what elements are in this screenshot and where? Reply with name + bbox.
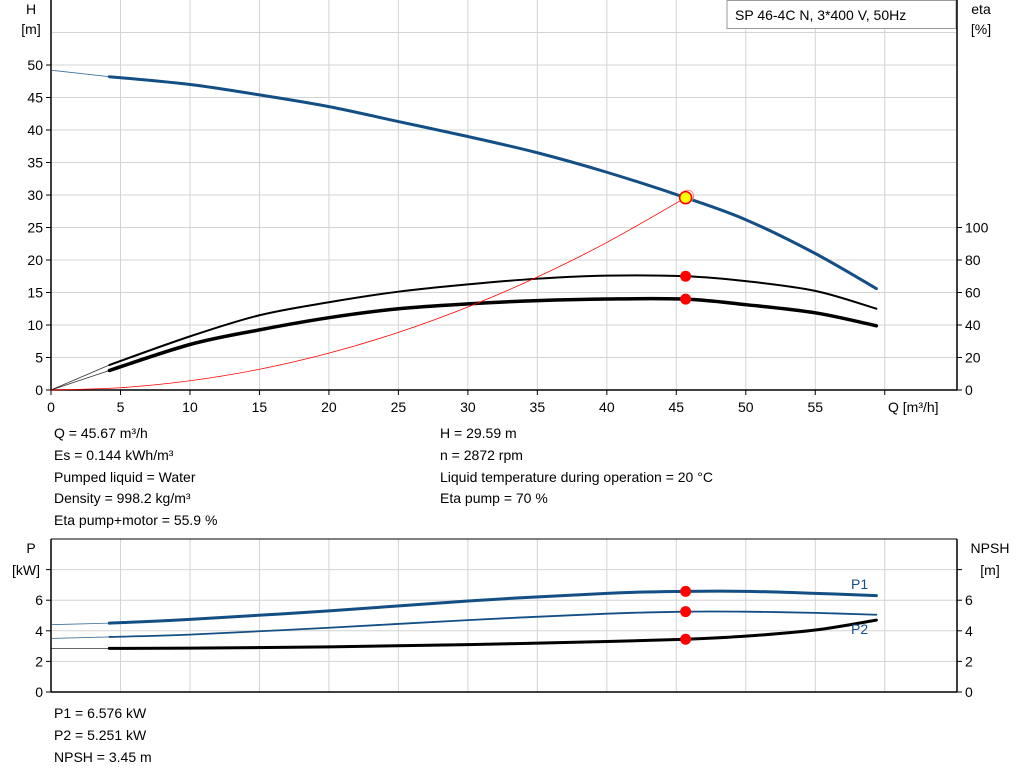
y2-tick-label: 0 <box>965 684 973 700</box>
y2-tick-label: 6 <box>965 592 973 608</box>
info-p2: P2 = 5.251 kW <box>54 727 147 743</box>
curve-eta_pump <box>108 274 878 366</box>
x-tick-label: 10 <box>182 399 198 415</box>
x-tick-label: 5 <box>117 399 125 415</box>
p1-curve-label: P1 <box>851 576 868 592</box>
y-tick-label: 40 <box>27 122 43 138</box>
duty-point-eta-pump <box>680 270 692 282</box>
curve-H-extrapolated <box>50 69 110 78</box>
curve-NPSH <box>107 618 878 650</box>
duty-info-right: H = 29.59 m n = 2872 rpm Liquid temperat… <box>440 425 713 506</box>
y2-tick-label: 40 <box>965 317 981 333</box>
duty-info-bottom: P1 = 6.576 kW P2 = 5.251 kW NPSH = 3.45 … <box>54 705 152 765</box>
q-axis-label: Q [m³/h] <box>888 399 939 415</box>
npsh-axis-label: NPSH <box>971 540 1010 556</box>
info-h: H = 29.59 m <box>440 425 517 441</box>
y2-tick-label: 60 <box>965 285 981 301</box>
head-chart-curves <box>50 69 879 391</box>
h-axis-label: H <box>26 1 36 17</box>
y-tick-label: 2 <box>35 653 43 669</box>
info-npsh: NPSH = 3.45 m <box>54 749 152 765</box>
y-tick-label: 35 <box>27 155 43 171</box>
eta-axis-label: eta <box>971 1 991 17</box>
duty-info-left: Q = 45.67 m³/h Es = 0.144 kWh/m³ Pumped … <box>54 425 217 528</box>
duty-point-eta-pump-motor <box>680 293 692 305</box>
y2-tick-label: 20 <box>965 350 981 366</box>
y-tick-label: 50 <box>27 57 43 73</box>
pump-title-box <box>726 0 957 29</box>
p-axis-label: P <box>26 540 35 556</box>
curve-P1-extrapolated <box>50 622 110 626</box>
power-chart-grid <box>51 539 957 692</box>
info-es: Es = 0.144 kWh/m³ <box>54 447 174 463</box>
y-tick-label: 0 <box>35 382 43 398</box>
y-tick-label: 25 <box>27 220 43 236</box>
y-tick-label: 5 <box>35 350 43 366</box>
y2-tick-label: 100 <box>965 220 989 236</box>
curve-P2 <box>108 610 878 638</box>
duty-point-p2 <box>680 606 692 618</box>
info-n: n = 2872 rpm <box>440 447 523 463</box>
curve-P2-extrapolated <box>50 636 110 639</box>
curve-system_curve <box>50 197 687 391</box>
x-tick-label: 45 <box>669 399 685 415</box>
pump-title: SP 46-4C N, 3*400 V, 50Hz <box>735 7 906 23</box>
x-tick-label: 50 <box>738 399 754 415</box>
eta-axis-unit: [%] <box>971 21 991 37</box>
npsh-axis-unit: [m] <box>980 562 999 578</box>
x-tick-label: 20 <box>321 399 337 415</box>
info-eta-pump-motor: Eta pump+motor = 55.9 % <box>54 512 217 528</box>
power-chart-curves <box>50 585 878 650</box>
info-temperature: Liquid temperature during operation = 20… <box>440 469 713 485</box>
head-chart-grid <box>51 0 957 390</box>
y2-tick-label: 80 <box>965 252 981 268</box>
y-tick-label: 45 <box>27 90 43 106</box>
y-tick-label: 30 <box>27 187 43 203</box>
curve-eta_pump_motor <box>107 296 879 373</box>
p2-curve-label: P2 <box>851 621 868 637</box>
y2-tick-label: 2 <box>965 653 973 669</box>
y-tick-label: 6 <box>35 592 43 608</box>
y-tick-label: 15 <box>27 285 43 301</box>
y2-tick-label: 4 <box>965 623 973 639</box>
x-tick-label: 55 <box>807 399 823 415</box>
curve-H <box>107 75 878 291</box>
curve-eta_pump_motor-extrapolated <box>50 370 110 391</box>
info-liquid: Pumped liquid = Water <box>54 469 196 485</box>
x-tick-label: 35 <box>530 399 546 415</box>
info-q: Q = 45.67 m³/h <box>54 425 148 441</box>
head-chart-ticks: 0 5 10 15 20 25 30 35 40 45 50 0 20 40 60 80 100 0 5 10 15 20… <box>27 0 989 415</box>
x-tick-label: 30 <box>460 399 476 415</box>
y-tick-label: 20 <box>27 252 43 268</box>
info-eta-pump: Eta pump = 70 % <box>440 490 548 506</box>
x-tick-label: 25 <box>391 399 407 415</box>
info-p1: P1 = 6.576 kW <box>54 705 147 721</box>
y2-tick-label: 0 <box>965 382 973 398</box>
curve-eta_pump-extrapolated <box>50 364 110 391</box>
y-tick-label: 4 <box>35 623 43 639</box>
x-tick-label: 0 <box>47 399 55 415</box>
y-tick-label: 0 <box>35 684 43 700</box>
power-chart-ticks: 0 2 4 6 0 2 4 6 <box>35 538 973 700</box>
h-axis-unit: [m] <box>21 21 40 37</box>
info-density: Density = 998.2 kg/m³ <box>54 490 191 506</box>
duty-point-head <box>678 190 693 205</box>
duty-point-p1 <box>680 585 692 597</box>
duty-point-npsh <box>680 633 692 645</box>
x-tick-label: 15 <box>252 399 268 415</box>
y-tick-label: 10 <box>27 317 43 333</box>
p-axis-unit: [kW] <box>12 562 40 578</box>
curve-P1 <box>107 589 878 625</box>
x-tick-label: 40 <box>599 399 615 415</box>
